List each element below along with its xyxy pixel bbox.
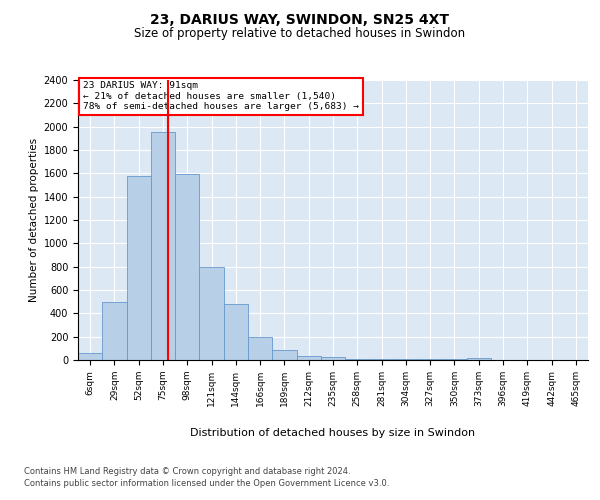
Bar bbox=[296, 356, 321, 360]
Bar bbox=[102, 302, 127, 360]
Text: Contains HM Land Registry data © Crown copyright and database right 2024.: Contains HM Land Registry data © Crown c… bbox=[24, 468, 350, 476]
Y-axis label: Number of detached properties: Number of detached properties bbox=[29, 138, 40, 302]
Text: Distribution of detached houses by size in Swindon: Distribution of detached houses by size … bbox=[190, 428, 476, 438]
Text: 23, DARIUS WAY, SWINDON, SN25 4XT: 23, DARIUS WAY, SWINDON, SN25 4XT bbox=[151, 12, 449, 26]
Bar bbox=[78, 353, 102, 360]
Bar bbox=[175, 174, 199, 360]
Bar bbox=[272, 350, 296, 360]
Text: 23 DARIUS WAY: 91sqm
← 21% of detached houses are smaller (1,540)
78% of semi-de: 23 DARIUS WAY: 91sqm ← 21% of detached h… bbox=[83, 82, 359, 111]
Text: Contains public sector information licensed under the Open Government Licence v3: Contains public sector information licen… bbox=[24, 479, 389, 488]
Bar bbox=[224, 304, 248, 360]
Bar bbox=[321, 357, 345, 360]
Bar bbox=[127, 176, 151, 360]
Text: Size of property relative to detached houses in Swindon: Size of property relative to detached ho… bbox=[134, 28, 466, 40]
Bar bbox=[467, 358, 491, 360]
Bar bbox=[248, 336, 272, 360]
Bar bbox=[151, 132, 175, 360]
Bar bbox=[199, 266, 224, 360]
